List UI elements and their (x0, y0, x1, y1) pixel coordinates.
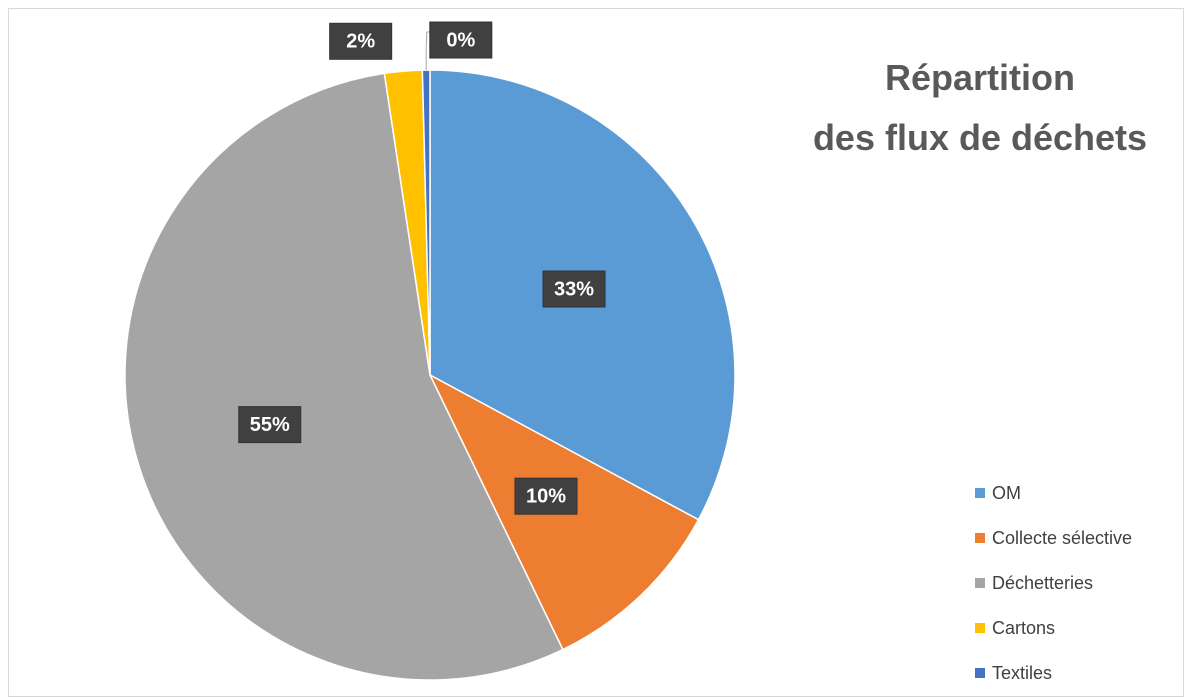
leader-line (425, 31, 431, 71)
pie-slice (124, 72, 564, 681)
legend-label: Cartons (992, 618, 1055, 638)
data-label-box (542, 270, 606, 308)
legend-swatch (975, 488, 985, 498)
data-label-box (238, 406, 302, 444)
data-label: 0% (446, 29, 475, 51)
legend-label: OM (992, 483, 1021, 503)
legend-swatch (975, 533, 985, 543)
data-label: 10% (526, 485, 566, 507)
pie-slice (421, 69, 431, 376)
legend-swatch (975, 668, 985, 678)
chart-title: Répartition des flux de déchets (813, 57, 1147, 158)
data-label: 55% (250, 414, 290, 436)
title-line: des flux de déchets (813, 117, 1147, 158)
data-label: 2% (346, 31, 375, 53)
legend-label: Déchetteries (992, 573, 1093, 593)
data-label-box (429, 21, 493, 59)
legend-label: Textiles (992, 663, 1052, 683)
legend-label: Collecte sélective (992, 528, 1132, 548)
legend-swatch (975, 578, 985, 588)
data-label-box (329, 22, 393, 60)
data-label-box (514, 477, 578, 515)
title-line: Répartition (885, 57, 1075, 98)
data-label: 33% (554, 278, 594, 300)
legend-swatch (975, 623, 985, 633)
